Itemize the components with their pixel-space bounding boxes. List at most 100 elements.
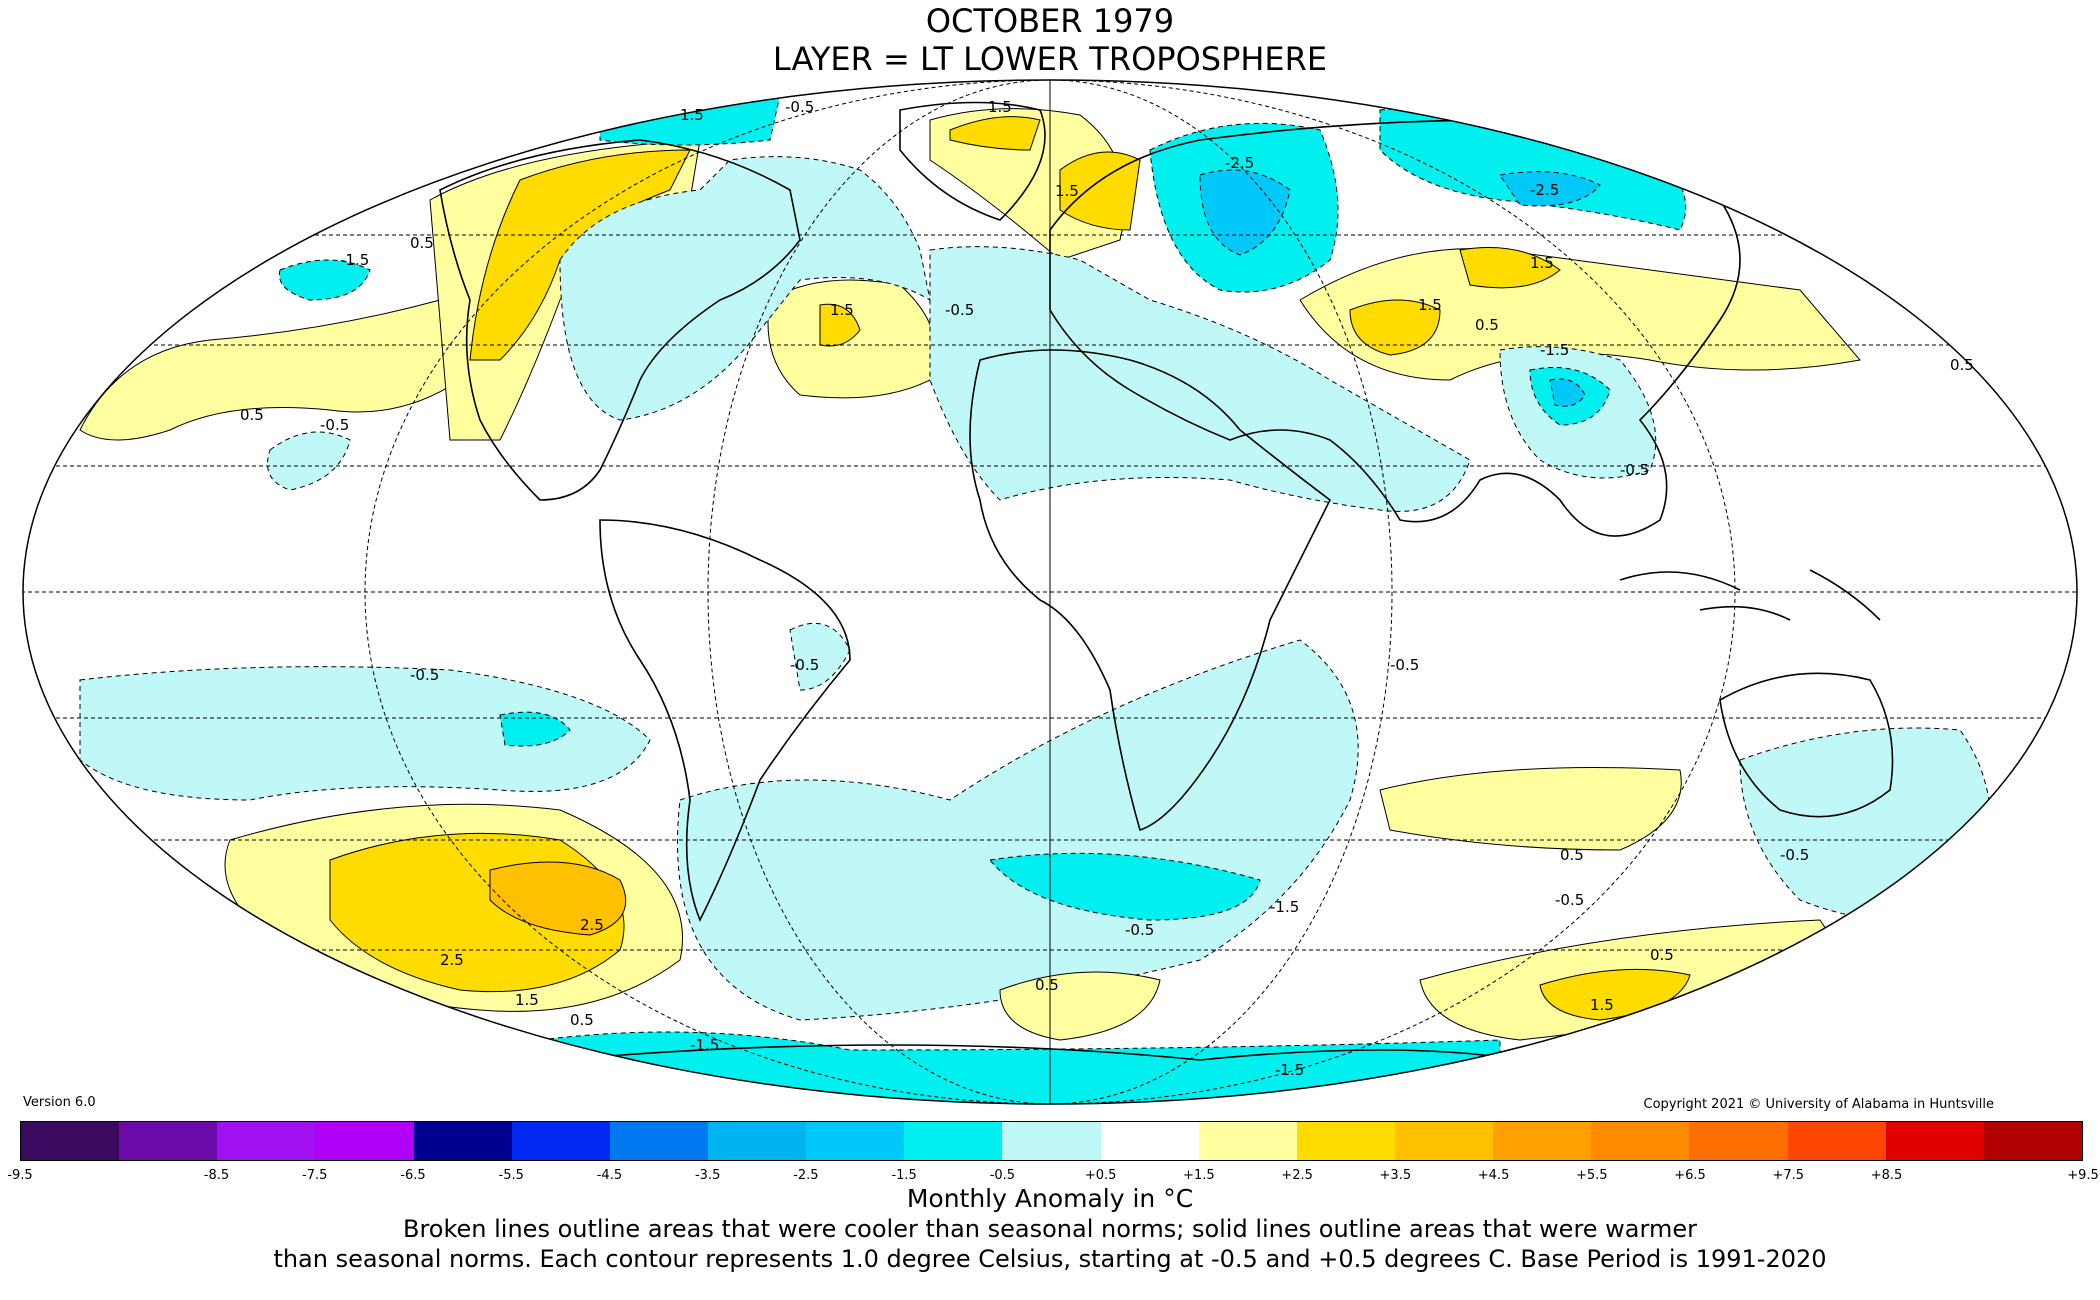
colorbar (20, 1121, 2083, 1161)
region-pacific-cool-spot (278, 259, 371, 301)
north-america-outline (439, 139, 801, 501)
colorbar-tick-label: -3.5 (694, 1168, 721, 1183)
colorbar-tick-label: +8.5 (1870, 1168, 1903, 1183)
region-atlantic-cool (929, 246, 1471, 512)
contour-label: 2.5 (580, 916, 604, 934)
colorbar-tick-label: +7.5 (1772, 1168, 1805, 1183)
caption-line-1: Broken lines outline areas that were coo… (403, 1215, 1697, 1243)
colorbar-segment (1198, 1122, 1297, 1160)
colorbar-segment (1493, 1122, 1592, 1160)
contour-label: -1.5 (1540, 341, 1569, 359)
colorbar-segment (511, 1122, 610, 1160)
unit-label: Monthly Anomaly in °C (906, 1184, 1194, 1213)
contour-label: 0.5 (1475, 316, 1499, 334)
colorbar-segment (217, 1122, 316, 1160)
colorbar-tick-label: -6.5 (400, 1168, 426, 1183)
caption-line-2: than seasonal norms. Each contour repres… (273, 1245, 1827, 1273)
contour-label: -0.5 (320, 416, 349, 434)
colorbar-tick-label: +1.5 (1183, 1168, 1215, 1183)
colorbar-segment (1689, 1122, 1788, 1160)
colorbar-tick-label: +3.5 (1379, 1168, 1412, 1183)
colorbar-segment (1983, 1122, 2082, 1160)
region-southern-ocean-cool (677, 639, 1359, 1021)
colorbar-tick-label: -1.5 (891, 1168, 917, 1183)
south-america-outline (599, 519, 851, 922)
region-north-pacific-warm (79, 299, 461, 441)
region-greenland-warm15 (949, 116, 1041, 151)
colorbar-tick-label: +4.5 (1477, 1168, 1510, 1183)
region-mongolia-warm15 (1459, 247, 1561, 289)
world-anomaly-map: 0.5 -0.5 -1.5 0.5 1.5 -0.5 1.5 1.5 -2.5 … (22, 79, 2078, 1105)
colorbar-segment (1885, 1122, 1984, 1160)
colorbar-tick-label: +6.5 (1674, 1168, 1706, 1183)
contour-label: -1.5 (340, 251, 369, 269)
contour-label: 0.5 (410, 234, 434, 252)
contour-label: -1.5 (1270, 898, 1299, 916)
region-pacific-cool-05 (267, 431, 351, 491)
colorbar-segment (806, 1122, 905, 1160)
colorbar-segment (1100, 1122, 1199, 1160)
contour-label: -0.5 (410, 666, 439, 684)
version-label: Version 6.0 (23, 1095, 96, 1110)
colorbar-tick-label: -5.5 (498, 1168, 524, 1183)
contour-label: -0.5 (1780, 846, 1809, 864)
colorbar-tick-label: -7.5 (302, 1168, 328, 1183)
region-south-pacific-cool (79, 666, 651, 801)
colorbar-segment (1591, 1122, 1690, 1160)
continent-outlines (439, 101, 1894, 1061)
colorbar-tick-label: -0.5 (989, 1168, 1016, 1183)
contour-label: 1.5 (515, 991, 539, 1009)
contour-label: -0.5 (945, 301, 974, 319)
region-antarctic-warm (999, 971, 1161, 1041)
colorbar-segment (707, 1122, 807, 1160)
copyright-label: Copyright 2021 © University of Alabama i… (1643, 1097, 1994, 1112)
contour-label: -0.5 (790, 656, 819, 674)
australia-outline (1719, 672, 1894, 818)
contour-label: 0.5 (1035, 976, 1059, 994)
contour-label: 0.5 (1650, 946, 1674, 964)
colorbar-segment (609, 1122, 708, 1160)
region-south-indian-warm (1379, 767, 1682, 851)
contour-label: 1.5 (680, 106, 704, 124)
contour-label: 0.5 (1560, 846, 1584, 864)
region-siberia-cold25 (1199, 169, 1291, 256)
contour-label: -1.5 (690, 1036, 719, 1054)
contour-label: -2.5 (1530, 181, 1559, 199)
contour-label: -0.5 (1125, 921, 1154, 939)
colorbar-tick-label: -4.5 (596, 1168, 623, 1183)
greenland-outline (899, 101, 1046, 221)
region-southern-ocean-cool15 (989, 852, 1261, 921)
colorbar-segment (1002, 1122, 1101, 1160)
contour-labels: 0.5 -0.5 -1.5 0.5 1.5 -0.5 1.5 1.5 -2.5 … (240, 98, 1974, 1079)
colorbar-segment (21, 1122, 120, 1160)
colorbar-tick-label: +0.5 (1084, 1168, 1117, 1183)
region-tibet-cool25 (1549, 378, 1586, 407)
map-title: OCTOBER 1979 (925, 2, 1175, 40)
eurasia-outline (1049, 119, 1741, 537)
contour-label: 2.5 (440, 951, 464, 969)
colorbar-tick-label: +2.5 (1281, 1168, 1313, 1183)
contour-label: 0.5 (240, 406, 264, 424)
colorbar-ticks: -9.5 -8.5 -7.5 -6.5 -5.5 -4.5 -3.5 -2.5 -1.5 -0.5… (7, 1168, 2098, 1186)
region-south-pacific-cool15 (499, 711, 571, 747)
colorbar-segment (1394, 1122, 1494, 1160)
colorbar-segment (315, 1122, 414, 1160)
colorbar-segment (413, 1122, 512, 1160)
colorbar-segment (1787, 1122, 1886, 1160)
contour-label: 1.5 (1418, 296, 1442, 314)
region-south-pacific-warm25 (489, 861, 627, 936)
contour-label: 1.5 (1590, 996, 1614, 1014)
colorbar-segment (119, 1122, 218, 1160)
contour-label: 0.5 (570, 1011, 594, 1029)
colorbar-segment (1296, 1122, 1395, 1160)
colorbar-tick-label: -2.5 (793, 1168, 819, 1183)
region-scandinavia-warm15 (1059, 151, 1141, 231)
contour-label: -0.5 (1620, 461, 1649, 479)
contour-label: -2.5 (1225, 154, 1254, 172)
region-central-asia-warm15 (1349, 299, 1441, 356)
region-north-atlantic-warm15 (819, 303, 861, 347)
globe-border (22, 79, 2078, 1105)
contour-label: 1.5 (1055, 182, 1079, 200)
contour-label: 0.5 (1950, 356, 1974, 374)
colorbar-tick-label: +5.5 (1576, 1168, 1608, 1183)
